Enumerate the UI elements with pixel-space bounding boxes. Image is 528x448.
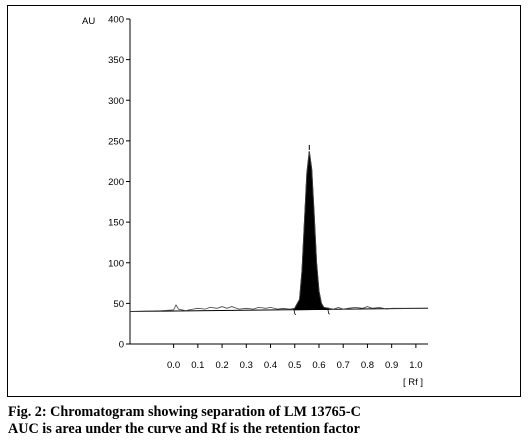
caption-line-1: Fig. 2: Chromatogram showing separation … [8, 404, 361, 420]
y-tick-label: 200 [108, 177, 124, 188]
x-tick-label: 0.6 [312, 360, 325, 371]
x-tick-label: 0.4 [264, 360, 277, 371]
integration-bracket-tick [293, 308, 297, 315]
x-tick-label: 0.7 [337, 360, 350, 371]
y-tick-label: 50 [113, 299, 124, 310]
y-tick-label: 100 [108, 258, 124, 269]
x-tick-label: 0.1 [191, 360, 204, 371]
y-tick-label: 150 [108, 218, 124, 229]
integration-bracket-tick [327, 308, 330, 315]
x-tick-label: 0.0 [167, 360, 180, 371]
x-tick-label: 0.9 [385, 360, 398, 371]
y-tick-label: 350 [108, 55, 124, 66]
y-tick-label: 400 [108, 15, 124, 26]
y-tick-label: 0 [119, 340, 124, 351]
y-tick-label: 300 [108, 96, 124, 107]
x-tick-label: 0.8 [361, 360, 374, 371]
x-tick-label: 1.0 [409, 360, 422, 371]
figure-frame [7, 5, 521, 397]
x-tick-label: 0.2 [215, 360, 228, 371]
x-tick-label: 0.3 [240, 360, 253, 371]
x-tick-label: 0.5 [288, 360, 301, 371]
baseline-line [129, 307, 429, 312]
y-tick-label: 250 [108, 136, 124, 147]
chromatogram-trace [129, 151, 428, 312]
y-axis-unit-label: AU [82, 16, 95, 27]
caption-line-2: AUC is area under the curve and Rf is th… [8, 421, 360, 437]
chromatogram-chart: 0 50 100 150 200 250 300 350 400 0.0 0.1 0.2 0.3 0.4 0… [82, 15, 429, 388]
x-axis-unit-label: [ Rf ] [403, 377, 423, 388]
figure-caption: Fig. 2: Chromatogram showing separation … [8, 404, 520, 438]
